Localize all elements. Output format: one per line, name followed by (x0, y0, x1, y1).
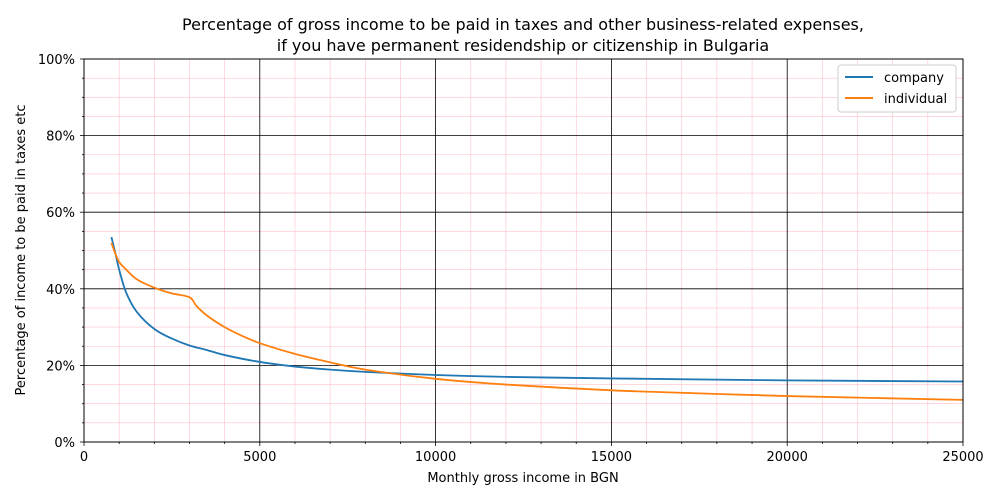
plot-area (83, 58, 964, 443)
y-axis-label: Percentage of income to be paid in taxes… (14, 105, 29, 396)
x-axis-ticks: 0 5000 10000 15000 20000 25000 (80, 442, 984, 465)
x-tick-label: 20000 (767, 450, 808, 465)
x-tick-label: 15000 (591, 450, 632, 465)
chart-title-line-1: Percentage of gross income to be paid in… (182, 15, 864, 34)
x-axis-label: Monthly gross income in BGN (427, 471, 618, 486)
y-tick-label: 0% (54, 436, 75, 451)
series-layer (110, 236, 964, 401)
x-tick-label: 0 (80, 450, 88, 465)
y-tick-label: 40% (46, 283, 75, 298)
y-tick-label: 80% (46, 130, 75, 145)
minor-grid (84, 59, 963, 442)
series-line-individual (110, 242, 964, 401)
y-tick-label: 100% (38, 53, 75, 68)
y-tick-label: 60% (46, 206, 75, 221)
y-tick-label: 20% (46, 359, 75, 374)
y-axis-ticks: 0% 20% 40% 60% 80% 100% (38, 53, 84, 451)
x-tick-label: 25000 (942, 450, 983, 465)
x-tick-label: 10000 (415, 450, 456, 465)
series-line-company (110, 236, 964, 383)
chart-title-line-2: if you have permanent residendship or ci… (277, 36, 769, 55)
legend-label-individual: individual (884, 92, 947, 107)
legend: company individual (837, 64, 957, 113)
legend-label-company: company (884, 71, 944, 86)
x-tick-label: 5000 (243, 450, 276, 465)
